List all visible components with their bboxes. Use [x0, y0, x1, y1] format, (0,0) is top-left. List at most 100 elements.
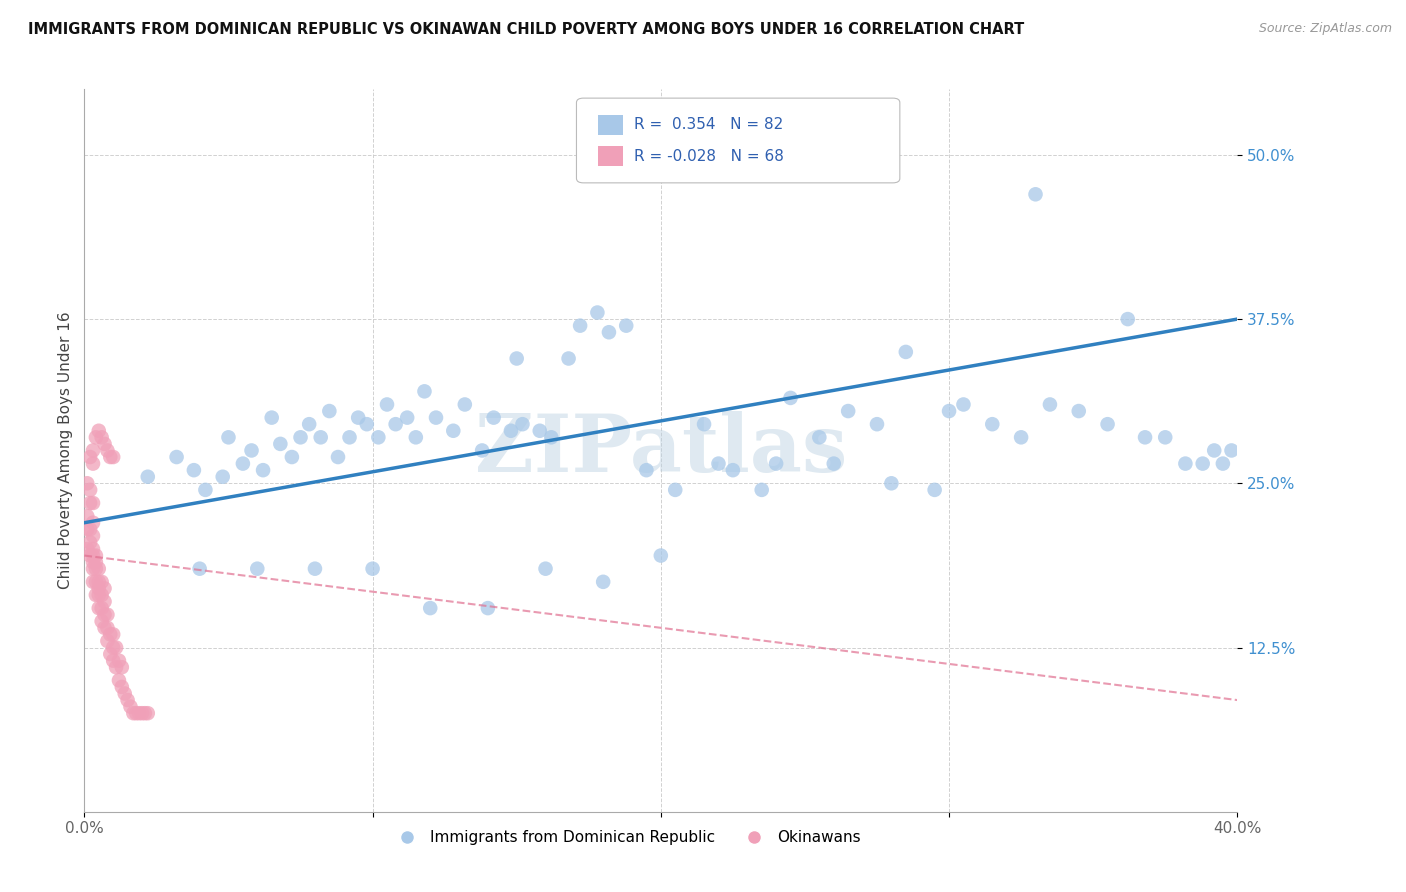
Point — [87, 574, 110, 589]
Point — [375, 397, 398, 411]
Point — [76, 476, 98, 491]
Point — [425, 410, 447, 425]
Point — [471, 443, 494, 458]
Point — [506, 351, 529, 366]
Point — [356, 417, 378, 432]
Point — [79, 483, 101, 497]
Point — [512, 417, 534, 432]
Point — [103, 640, 124, 655]
Point — [84, 588, 107, 602]
Point — [98, 627, 121, 641]
Point — [240, 443, 263, 458]
Point — [529, 424, 551, 438]
Point — [105, 660, 128, 674]
Point — [1154, 430, 1177, 444]
Point — [1133, 430, 1156, 444]
Point — [84, 574, 107, 589]
Point — [880, 476, 903, 491]
Point — [93, 607, 115, 622]
Point — [131, 706, 153, 721]
Legend: Immigrants from Dominican Republic, Okinawans: Immigrants from Dominican Republic, Okin… — [387, 824, 866, 851]
Point — [79, 549, 101, 563]
Point — [396, 410, 419, 425]
Point — [298, 417, 321, 432]
Point — [79, 450, 101, 464]
Point — [82, 457, 104, 471]
Point — [90, 588, 112, 602]
Point — [866, 417, 889, 432]
Text: R =  0.354   N = 82: R = 0.354 N = 82 — [634, 118, 783, 132]
Point — [103, 654, 124, 668]
Point — [636, 463, 658, 477]
Point — [87, 588, 110, 602]
Point — [499, 424, 522, 438]
Point — [188, 562, 211, 576]
Point — [1220, 443, 1243, 458]
Point — [938, 404, 960, 418]
Point — [96, 634, 118, 648]
Point — [765, 457, 787, 471]
Point — [114, 686, 136, 700]
Point — [1204, 443, 1226, 458]
Point — [90, 574, 112, 589]
Point — [477, 601, 499, 615]
Point — [540, 430, 562, 444]
Point — [269, 437, 291, 451]
Point — [82, 496, 104, 510]
Point — [76, 509, 98, 524]
Point — [751, 483, 773, 497]
Point — [96, 621, 118, 635]
Point — [96, 443, 118, 458]
Point — [82, 516, 104, 530]
Point — [93, 437, 115, 451]
Point — [93, 594, 115, 608]
Point — [367, 430, 389, 444]
Point — [413, 384, 436, 399]
Point — [405, 430, 427, 444]
Point — [84, 562, 107, 576]
Point — [82, 574, 104, 589]
Point — [166, 450, 188, 464]
Point — [808, 430, 831, 444]
Point — [103, 627, 124, 641]
Point — [1212, 457, 1234, 471]
Point — [218, 430, 240, 444]
Point — [87, 601, 110, 615]
Point — [1116, 312, 1139, 326]
Point — [1174, 457, 1197, 471]
Point — [79, 496, 101, 510]
Point — [664, 483, 686, 497]
Point — [894, 345, 917, 359]
Point — [211, 469, 233, 483]
Point — [125, 706, 148, 721]
Point — [90, 430, 112, 444]
Point — [93, 582, 115, 596]
Point — [693, 417, 716, 432]
Point — [1010, 430, 1032, 444]
Text: R = -0.028   N = 68: R = -0.028 N = 68 — [634, 149, 785, 163]
Point — [347, 410, 370, 425]
Point — [76, 541, 98, 556]
Point — [120, 699, 142, 714]
Point — [281, 450, 304, 464]
Point — [419, 601, 441, 615]
Point — [87, 424, 110, 438]
Point — [823, 457, 845, 471]
Point — [482, 410, 505, 425]
Point — [1097, 417, 1119, 432]
Point — [108, 654, 131, 668]
Point — [952, 397, 974, 411]
Point — [326, 450, 349, 464]
Point — [96, 607, 118, 622]
Point — [82, 529, 104, 543]
Point — [586, 305, 609, 319]
Point — [117, 693, 139, 707]
Point — [924, 483, 946, 497]
Point — [1191, 457, 1213, 471]
Point — [90, 614, 112, 628]
Point — [779, 391, 801, 405]
Point — [87, 582, 110, 596]
Point — [105, 640, 128, 655]
Point — [87, 562, 110, 576]
Point — [93, 621, 115, 635]
